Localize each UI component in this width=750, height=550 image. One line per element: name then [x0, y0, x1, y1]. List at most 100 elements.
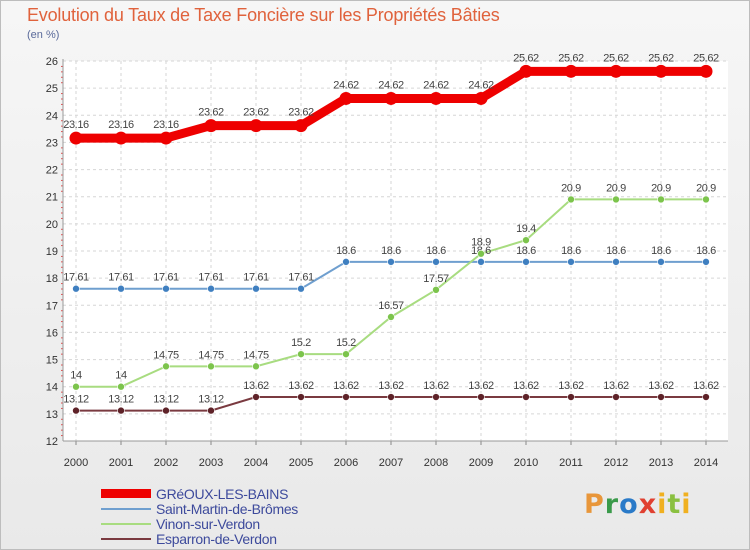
data-point	[72, 382, 80, 391]
x-tick-label: 2001	[109, 457, 133, 469]
data-label: 13.62	[288, 380, 314, 392]
data-point	[387, 393, 395, 401]
data-label: 23.16	[63, 119, 89, 131]
data-label: 13.62	[693, 380, 719, 392]
data-point	[612, 258, 620, 266]
y-tick-label: 18	[46, 273, 58, 285]
legend-label: GRéOUX-LES-BAINS	[156, 485, 289, 502]
logo-letter: r	[604, 489, 620, 520]
data-label: 19.4	[516, 223, 536, 235]
x-tick-label: 2002	[154, 457, 178, 469]
data-point	[657, 258, 665, 266]
x-tick-label: 2000	[64, 457, 88, 469]
data-point	[114, 131, 128, 145]
data-point	[567, 195, 575, 204]
data-label: 13.62	[513, 380, 539, 392]
data-label: 14.75	[243, 349, 269, 361]
data-point	[474, 91, 488, 105]
data-point	[69, 131, 83, 145]
data-point	[72, 406, 80, 415]
data-label: 13.62	[243, 380, 269, 392]
data-point	[162, 362, 170, 371]
data-point	[204, 119, 218, 133]
data-label: 23.62	[198, 107, 224, 119]
data-point	[609, 64, 623, 78]
data-point	[294, 119, 308, 133]
data-label: 20.9	[606, 182, 626, 194]
data-label: 18.6	[651, 245, 671, 257]
data-label: 13.62	[378, 380, 404, 392]
y-tick-label: 23	[46, 137, 58, 149]
data-label: 17.61	[108, 272, 134, 284]
data-label: 20.9	[696, 182, 716, 194]
data-label: 13.62	[468, 380, 494, 392]
data-label: 17.61	[63, 272, 89, 284]
data-point	[612, 195, 620, 204]
data-label: 14	[115, 370, 127, 382]
data-label: 24.62	[333, 79, 359, 91]
data-label: 13.62	[603, 380, 629, 392]
data-point	[297, 284, 305, 293]
data-label: 13.12	[198, 394, 224, 406]
y-tick-label: 19	[46, 246, 58, 258]
data-label: 17.57	[423, 273, 449, 285]
y-tick-label: 22	[46, 165, 58, 177]
data-point	[207, 406, 215, 415]
legend-swatch	[101, 522, 151, 525]
data-point	[477, 249, 485, 258]
data-point	[432, 393, 440, 401]
data-point	[432, 286, 440, 294]
data-point	[207, 362, 215, 371]
logo-letter: o	[619, 489, 639, 520]
legend-item: Esparron-de-Verdon	[101, 530, 298, 547]
x-tick-label: 2012	[604, 457, 628, 469]
data-point	[387, 313, 395, 321]
data-point	[162, 406, 170, 415]
data-point	[252, 284, 260, 293]
data-label: 16.57	[378, 300, 404, 312]
data-point	[519, 64, 533, 78]
logo-letter: i	[657, 489, 668, 520]
data-label: 17.61	[153, 272, 179, 284]
x-tick-label: 2009	[469, 457, 493, 469]
legend-swatch	[101, 489, 151, 498]
x-tick-label: 2005	[289, 457, 313, 469]
y-tick-label: 25	[46, 83, 58, 95]
y-tick-label: 15	[46, 355, 58, 367]
x-tick-label: 2011	[559, 457, 583, 469]
data-label: 13.62	[648, 380, 674, 392]
data-label: 25.62	[558, 52, 584, 64]
data-label: 14	[70, 370, 82, 382]
data-point	[702, 195, 710, 204]
x-tick-label: 2014	[694, 457, 718, 469]
legend-swatch	[101, 537, 151, 540]
data-point	[297, 350, 305, 358]
data-label: 23.16	[108, 119, 134, 131]
data-label: 18.6	[381, 245, 401, 257]
data-point	[702, 393, 710, 401]
data-point	[699, 64, 713, 78]
data-point	[387, 258, 395, 266]
data-label: 15.2	[291, 337, 311, 349]
data-label: 13.12	[108, 394, 134, 406]
data-label: 13.12	[153, 394, 179, 406]
legend-swatch	[101, 507, 151, 510]
data-label: 18.9	[471, 237, 491, 249]
logo-letter: t	[667, 489, 682, 520]
legend-label: Esparron-de-Verdon	[156, 530, 277, 547]
data-label: 15.2	[336, 337, 356, 349]
data-label: 13.62	[333, 380, 359, 392]
chart-title: Evolution du Taux de Taxe Foncière sur l…	[27, 5, 500, 25]
data-label: 13.12	[63, 394, 89, 406]
data-label: 25.62	[693, 52, 719, 64]
x-tick-label: 2007	[379, 457, 403, 469]
x-tick-label: 2008	[424, 457, 448, 469]
data-point	[654, 64, 668, 78]
y-tick-label: 13	[46, 409, 58, 421]
data-point	[159, 131, 173, 145]
legend-item: Saint-Martin-de-Brômes	[101, 501, 298, 517]
data-point	[342, 393, 350, 401]
data-point	[342, 258, 350, 266]
